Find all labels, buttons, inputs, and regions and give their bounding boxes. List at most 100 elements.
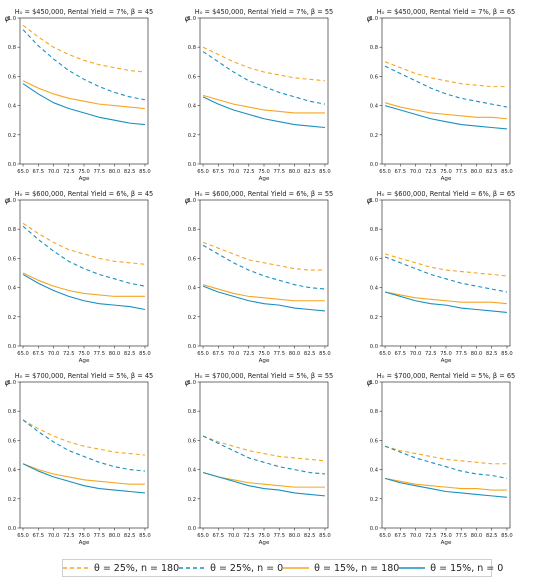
plot-frame: [19, 17, 149, 165]
series-theta15-n0: [202, 285, 326, 312]
x-tick-label: 67.5: [395, 533, 407, 539]
y-axis-label: φ: [185, 196, 190, 205]
x-tick-label: 82.5: [124, 351, 136, 357]
y-tick-label: 0.0: [188, 526, 196, 532]
subplot-title: H₀ = $450,000, Rental Yield = 7%, β = 65: [377, 8, 515, 16]
series-theta15-n0: [384, 477, 508, 498]
series-theta15-n0: [22, 463, 146, 494]
x-tick-label: 77.5: [273, 533, 285, 539]
y-tick-label: 0.6: [8, 74, 16, 80]
y-tick-label: 0.6: [370, 438, 378, 444]
x-tick-label: 80.0: [289, 351, 301, 357]
series-theta15-n180: [22, 80, 146, 110]
y-tick-label: 0.8: [8, 409, 16, 415]
x-tick-label: 72.5: [63, 169, 75, 175]
y-tick-label: 0.0: [8, 344, 16, 350]
x-tick-label: 77.5: [93, 533, 105, 539]
x-tick-label: 72.5: [243, 351, 255, 357]
subplot-title: H₀ = $450,000, Rental Yield = 7%, β = 45: [15, 8, 153, 16]
x-tick-label: 75.0: [440, 533, 452, 539]
y-tick-label: 0.8: [370, 227, 378, 233]
y-tick-label: 0.0: [370, 526, 378, 532]
x-tick-label: 85.0: [319, 533, 331, 539]
y-tick-label: 0.6: [188, 74, 196, 80]
y-tick-label: 0.6: [8, 256, 16, 262]
y-axis-label: φ: [5, 378, 10, 387]
subplot: H₀ = $700,000, Rental Yield = 5%, β = 65…: [367, 372, 516, 546]
y-axis-label: φ: [367, 14, 372, 23]
subplot: H₀ = $450,000, Rental Yield = 7%, β = 55…: [185, 8, 334, 182]
series-theta15-n180: [202, 94, 325, 114]
plot-frame: [19, 381, 149, 529]
x-tick-label: 67.5: [213, 351, 225, 357]
subplot-title: H₀ = $450,000, Rental Yield = 7%, β = 55: [195, 8, 333, 16]
x-tick-label: 77.5: [273, 351, 285, 357]
x-tick-label: 72.5: [243, 169, 255, 175]
x-tick-label: 82.5: [124, 169, 136, 175]
x-tick-label: 75.0: [440, 169, 452, 175]
subplot-title: H₀ = $700,000, Rental Yield = 5%, β = 55: [195, 372, 333, 380]
y-tick-label: 0.4: [8, 286, 17, 292]
legend-label: θ = 25%, n = 180: [94, 562, 180, 574]
subplot: H₀ = $450,000, Rental Yield = 7%, β = 45…: [5, 8, 154, 182]
plot-frame: [19, 199, 149, 347]
series-theta25-n0: [22, 29, 146, 101]
subplot-title: H₀ = $700,000, Rental Yield = 5%, β = 45: [15, 372, 153, 380]
y-tick-label: 0.2: [8, 133, 16, 139]
plot-frame: [381, 381, 511, 529]
y-tick-label: 0.8: [188, 227, 196, 233]
x-tick-label: 65.0: [197, 533, 209, 539]
x-tick-label: 80.0: [109, 351, 121, 357]
y-tick-label: 0.4: [188, 468, 197, 474]
legend-label: θ = 25%, n = 0: [210, 562, 284, 574]
x-tick-label: 85.0: [319, 169, 331, 175]
y-tick-label: 1.0: [188, 198, 196, 204]
y-axis-label: φ: [5, 14, 10, 23]
x-tick-label: 70.0: [228, 533, 240, 539]
x-tick-label: 65.0: [197, 351, 209, 357]
x-tick-label: 77.5: [93, 351, 105, 357]
series-theta15-n180: [202, 284, 325, 302]
y-tick-label: 0.0: [370, 344, 378, 350]
x-axis-label: Age: [79, 176, 90, 182]
x-tick-label: 85.0: [501, 533, 513, 539]
series-theta15-n180: [22, 463, 145, 485]
y-tick-label: 0.6: [188, 438, 196, 444]
x-axis-label: Age: [259, 176, 270, 182]
x-tick-label: 80.0: [471, 533, 483, 539]
x-tick-label: 75.0: [78, 351, 90, 357]
y-tick-label: 0.2: [370, 497, 378, 503]
x-tick-label: 65.0: [17, 533, 29, 539]
x-tick-label: 82.5: [304, 533, 316, 539]
x-tick-label: 85.0: [319, 351, 331, 357]
series-theta15-n0: [22, 273, 146, 311]
x-tick-label: 67.5: [395, 169, 407, 175]
y-tick-label: 0.8: [188, 45, 196, 51]
x-tick-label: 80.0: [109, 533, 121, 539]
y-tick-label: 0.2: [188, 133, 196, 139]
series-theta15-n0: [202, 96, 326, 129]
subplot: H₀ = $600,000, Rental Yield = 6%, β = 65…: [367, 190, 516, 364]
x-tick-label: 65.0: [17, 351, 29, 357]
y-tick-label: 0.6: [188, 256, 196, 262]
x-tick-label: 65.0: [379, 351, 391, 357]
x-tick-label: 75.0: [258, 169, 270, 175]
series-theta15-n0: [22, 83, 146, 126]
series-theta25-n180: [22, 419, 146, 456]
x-axis-label: Age: [441, 540, 452, 546]
y-tick-label: 0.8: [8, 45, 16, 51]
series-theta15-n180: [384, 477, 507, 491]
x-tick-label: 72.5: [425, 533, 437, 539]
y-axis-label: φ: [367, 378, 372, 387]
legend-item: θ = 25%, n = 0: [179, 563, 283, 574]
legend-swatch-theta15-n0: [399, 567, 426, 569]
series-theta25-n180: [202, 241, 325, 271]
x-tick-label: 77.5: [455, 533, 467, 539]
plot-frame: [199, 199, 329, 347]
x-tick-label: 70.0: [410, 351, 422, 357]
plot-frame: [381, 199, 511, 347]
x-tick-label: 85.0: [139, 351, 151, 357]
x-tick-label: 70.0: [48, 169, 60, 175]
y-tick-label: 1.0: [370, 380, 378, 386]
